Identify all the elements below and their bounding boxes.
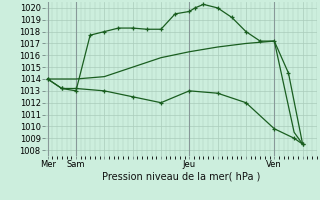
X-axis label: Pression niveau de la mer( hPa ): Pression niveau de la mer( hPa )	[102, 172, 260, 182]
